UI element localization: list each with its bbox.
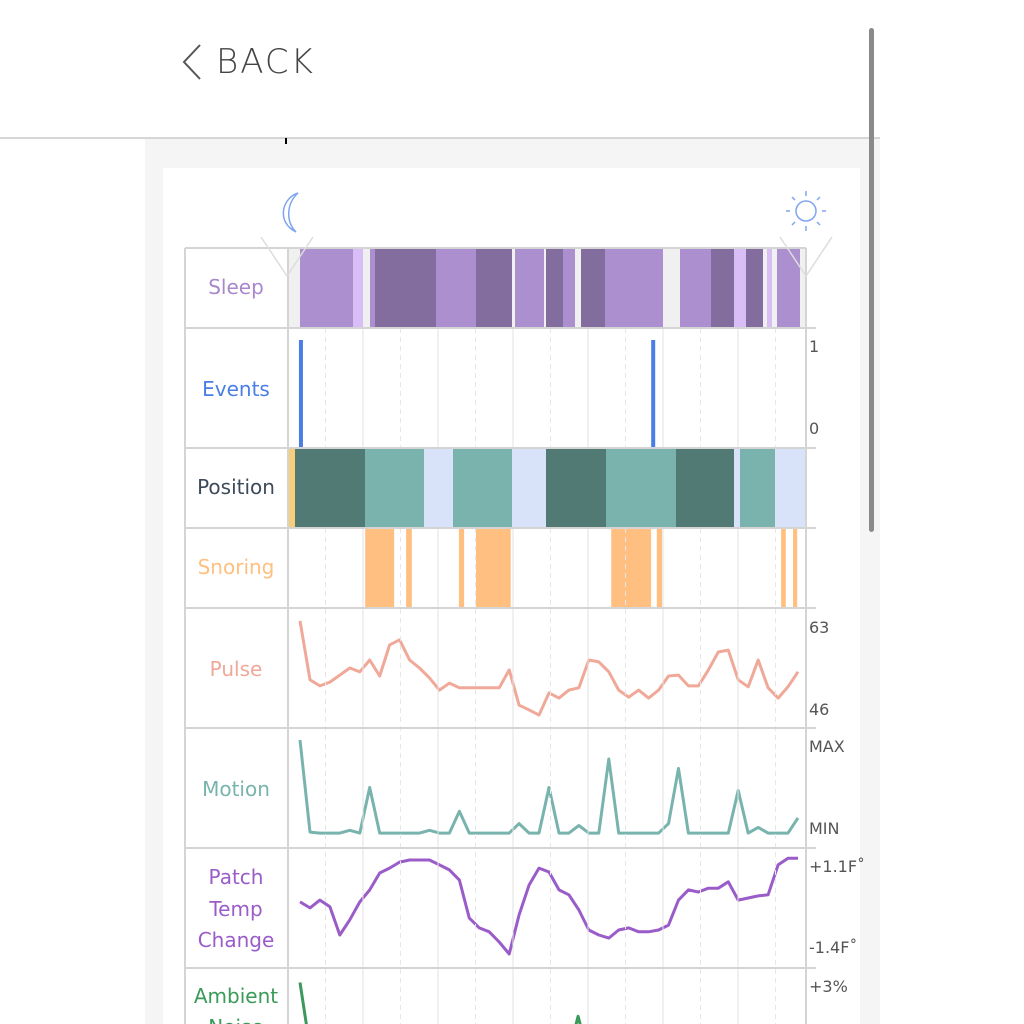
sleep-segment-light (515, 249, 545, 327)
sleep-segment-awake (288, 249, 301, 327)
sleep-segment-deep (546, 249, 564, 327)
ambient-max-label: +3% (809, 977, 848, 996)
snoring-bar (781, 529, 786, 607)
events-max-label: 1 (809, 337, 819, 356)
position-segment-side (740, 449, 776, 527)
row-label-patch-2: Temp (208, 897, 262, 921)
pulse-min-label: 46 (809, 700, 829, 719)
moon-icon (282, 192, 299, 233)
row-label-patch-1: Patch (209, 865, 264, 889)
position-segment-side (453, 449, 513, 527)
header: BACK (0, 0, 880, 139)
row-label-ambient-1: Ambient (194, 984, 278, 1008)
sleep-segment-deep (581, 249, 606, 327)
snoring-bar (476, 529, 511, 607)
sleep-segment-light (605, 249, 664, 327)
snoring-bar (793, 529, 798, 607)
position-segment-stomach (512, 449, 547, 527)
event-bar (298, 340, 303, 448)
motion-min-label: MIN (809, 819, 840, 838)
position-segment-stomach (775, 449, 807, 527)
scrollbar[interactable] (869, 28, 874, 532)
pulse-line (298, 620, 800, 717)
sleep-segment-awake (763, 249, 768, 327)
events-min-label: 0 (809, 419, 819, 438)
sleep-end-marker (779, 236, 833, 278)
position-segment-back (676, 449, 735, 527)
snoring-bar (458, 529, 465, 607)
position-segment-side (606, 449, 677, 527)
patch-min-label: -1.4F˚ (809, 938, 857, 957)
sleep-segment-rem (353, 249, 364, 327)
patch-max-label: +1.1F˚ (809, 857, 865, 876)
row-label-events: Events (202, 377, 270, 401)
position-segment-upright (288, 449, 296, 527)
snoring-bar (656, 529, 662, 607)
sleep-segment-awake (363, 249, 371, 327)
cursor-mark (285, 138, 287, 144)
back-label: BACK (216, 42, 315, 82)
row-label-snoring: Snoring (198, 555, 275, 579)
row-label-position: Position (197, 475, 275, 499)
sleep-segment-light (436, 249, 477, 327)
sleep-segment-light (563, 249, 576, 327)
sleep-segment-awake (544, 249, 547, 327)
back-button[interactable]: BACK (180, 42, 315, 82)
position-segment-stomach (734, 449, 741, 527)
motion-line (298, 739, 800, 835)
sleep-segment-awake (772, 249, 778, 327)
position-segment-back (295, 449, 366, 527)
position-segment-stomach (424, 449, 454, 527)
sleep-segment-light (300, 249, 354, 327)
pulse-max-label: 63 (809, 618, 829, 637)
snoring-bar (611, 529, 652, 607)
sun-icon (786, 191, 826, 231)
sleep-segment-deep (746, 249, 764, 327)
row-label-patch-3: Change (198, 928, 275, 952)
sleep-segment-rem (767, 249, 773, 327)
sleep-segment-awake (800, 249, 807, 327)
sleep-segment-deep (711, 249, 735, 327)
snoring-bar (365, 529, 395, 607)
sleep-segment-light (680, 249, 712, 327)
row-label-motion: Motion (202, 777, 270, 801)
ambient-noise-line (298, 982, 582, 1024)
sleep-segment-light (777, 249, 801, 327)
sleep-segment-deep (375, 249, 437, 327)
position-segment-side (365, 449, 425, 527)
patch-temp-line (299, 856, 798, 956)
sleep-segment-deep (476, 249, 513, 327)
chevron-left-icon (182, 44, 201, 80)
sleep-segment-awake (575, 249, 582, 327)
event-bar (651, 340, 656, 448)
snoring-bar (406, 529, 412, 607)
sleep-segment-awake (512, 249, 516, 327)
row-label-pulse: Pulse (210, 657, 263, 681)
position-segment-back (546, 449, 607, 527)
motion-max-label: MAX (809, 737, 845, 756)
sleep-segment-awake (663, 249, 681, 327)
sleep-segment-light (370, 249, 376, 327)
row-label-sleep: Sleep (208, 275, 264, 299)
row-label-ambient-2: Noise (208, 1015, 263, 1024)
sleep-start-marker (260, 236, 314, 278)
sleep-segment-rem (734, 249, 747, 327)
